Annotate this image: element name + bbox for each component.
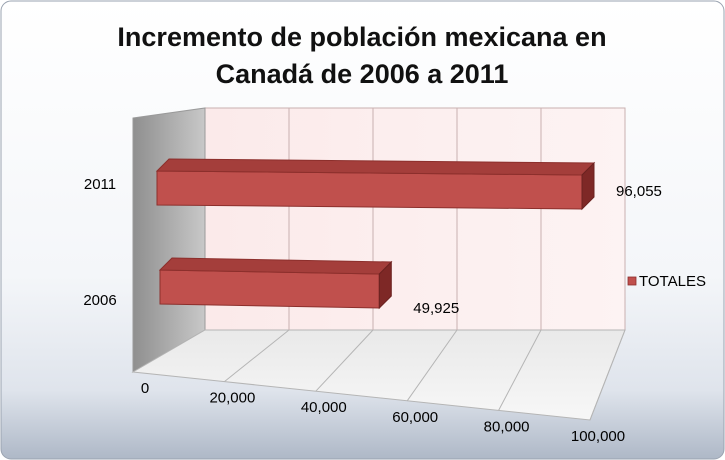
gridline-floor [406,329,458,402]
legend: TOTALES [627,273,706,290]
x-tick-label: 60,000 [392,409,438,426]
category-label: 2006 [83,292,116,309]
x-tick-label: 20,000 [209,390,255,407]
bar-front-2006 [159,269,380,309]
legend-swatch-totales [627,276,637,286]
x-axis-ticks: 0 20,000 40,000 60,000 80,000 100,000 [141,380,625,445]
legend-label-totales: TOTALES [639,273,706,290]
chart-title-line-1: Incremento de población mexicana en [117,22,606,52]
gridline-floor [498,329,542,411]
plot-side-wall [132,107,206,373]
gridline-floor [589,329,626,421]
x-tick-label: 80,000 [484,418,530,435]
gridline-floor [224,329,290,382]
bar-side-2006 [378,260,392,310]
x-tick-label: 0 [141,380,149,397]
bar-side-2011 [581,161,595,211]
chart-title-line-2: Canadá de 2006 a 2011 [216,59,509,89]
x-tick-label: 40,000 [301,399,347,416]
category-label: 2011 [84,176,116,193]
data-label: 96,055 [616,183,662,200]
gridlines [224,108,626,421]
data-label: 49,925 [413,300,459,317]
gridline-floor [315,329,374,392]
x-tick-label: 100,000 [571,428,625,445]
bars [155,158,596,310]
bar-front-2011 [156,170,583,210]
data-labels: 49,925 96,055 [413,183,662,317]
category-labels: 2006 2011 [83,176,116,309]
